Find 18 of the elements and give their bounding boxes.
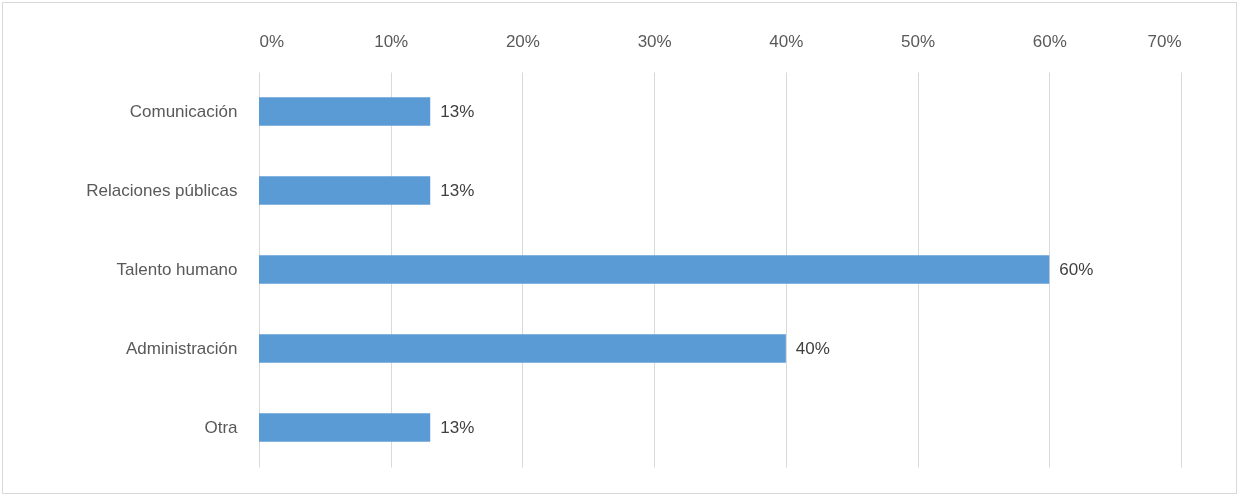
x-tick-label: 60%	[1032, 31, 1067, 51]
y-tick-label: Administración	[126, 338, 238, 358]
data-label: 13%	[440, 180, 475, 200]
x-tick-label: 70%	[1147, 31, 1182, 51]
y-tick-label: Talento humano	[116, 259, 238, 279]
x-tick-label: 30%	[637, 31, 672, 51]
y-tick-label: Comunicación	[129, 101, 238, 121]
x-tick-label: 0%	[259, 31, 285, 51]
x-tick-label: 10%	[374, 31, 409, 51]
x-tick-label: 50%	[901, 31, 936, 51]
x-tick-label: 40%	[769, 31, 804, 51]
x-tick-label: 20%	[505, 31, 540, 51]
y-tick-label: Otra	[204, 417, 239, 437]
data-label: 40%	[795, 338, 830, 358]
data-label: 60%	[1059, 259, 1094, 279]
data-label: 13%	[440, 417, 475, 437]
data-label: 13%	[440, 101, 475, 121]
y-tick-label: Relaciones públicas	[86, 180, 238, 200]
